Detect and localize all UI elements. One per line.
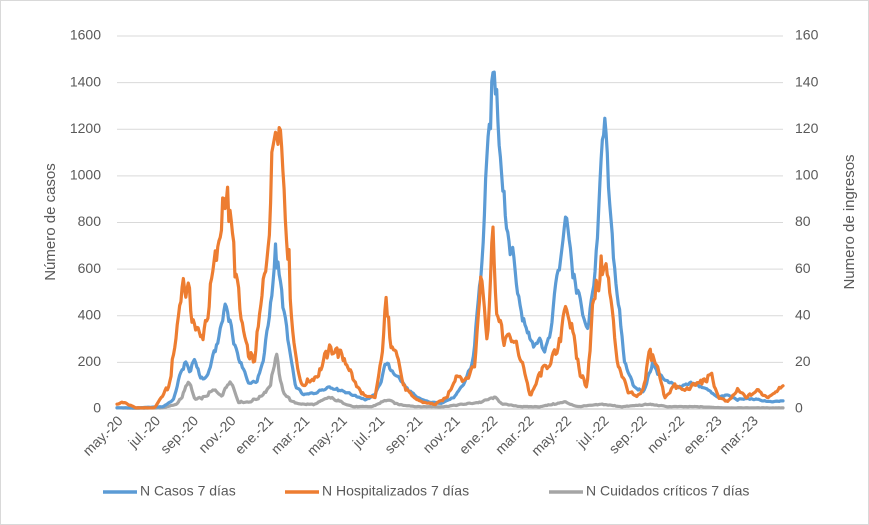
y-right-tick-label: 160	[795, 27, 819, 43]
y-left-tick-label: 600	[78, 260, 102, 276]
x-tick-label: nov.-21	[419, 412, 463, 456]
y-right-tick-label: 20	[795, 353, 811, 369]
series-line	[115, 352, 785, 410]
y-left-tick-label: 0	[93, 400, 101, 416]
legend-label: N Cuidados críticos 7 días	[586, 483, 749, 499]
y-left-tick-label: 200	[78, 353, 102, 369]
x-tick-label: sep.-21	[381, 412, 425, 456]
x-axis-ticks: may.-20 jul.-20sep.-20nov.-20ene.-21mar.-…	[79, 412, 761, 458]
legend-label: N Hospitalizados 7 días	[322, 483, 469, 499]
y-left-tick-label: 1000	[70, 167, 101, 183]
series-line	[115, 70, 785, 410]
left-axis-title: Número de casos	[42, 163, 59, 281]
y-left-tick-label: 1200	[70, 120, 101, 136]
legend: N Casos 7 días N Hospitalizados 7 días N C…	[103, 483, 749, 499]
right-axis-ticks: 0 20 40 60 80 100 120 140 160	[795, 27, 819, 416]
x-tick-label: sep.-22	[605, 412, 649, 456]
y-right-tick-label: 0	[795, 400, 803, 416]
y-right-tick-label: 40	[795, 306, 811, 322]
gridlines	[117, 35, 783, 410]
right-axis-title: Numero de ingresos	[841, 154, 858, 289]
x-tick-label: may.-21	[304, 412, 350, 458]
y-left-tick-label: 1400	[70, 73, 101, 89]
x-tick-label: sep.-20	[157, 412, 201, 456]
y-left-tick-label: 800	[78, 213, 102, 229]
y-right-tick-label: 100	[795, 167, 819, 183]
x-tick-label: ene.-23	[680, 412, 725, 457]
x-tick-label: mar.-23	[716, 412, 761, 457]
y-right-tick-label: 60	[795, 260, 811, 276]
y-right-tick-label: 140	[795, 73, 819, 89]
y-left-tick-label: 400	[78, 306, 102, 322]
series-layer	[115, 70, 785, 410]
x-tick-label: nov.-22	[644, 412, 688, 456]
x-tick-label: nov.-20	[195, 412, 239, 456]
series-line	[115, 125, 785, 410]
y-right-tick-label: 80	[795, 213, 811, 229]
y-left-tick-label: 1600	[70, 27, 101, 43]
legend-label: N Casos 7 días	[140, 483, 236, 499]
x-tick-label: may.-20	[79, 412, 125, 458]
x-tick-label: ene.-21	[231, 412, 276, 457]
x-tick-label: ene.-22	[456, 412, 501, 457]
y-right-tick-label: 120	[795, 120, 819, 136]
x-tick-label: may.-22	[528, 412, 574, 458]
left-axis-ticks: 0 200 400 600 800 1000 1200 1400 1600	[70, 27, 101, 416]
